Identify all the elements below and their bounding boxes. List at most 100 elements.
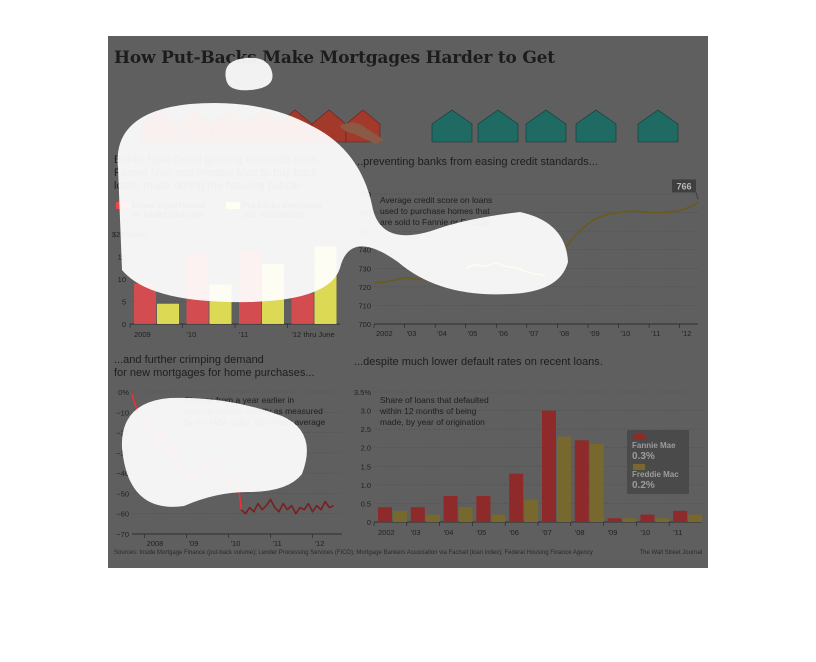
p3-x-tick: 2008 [147, 539, 164, 548]
legend-value-freddie: 0.2% [632, 480, 655, 491]
p2-x-tick: '08 [559, 329, 569, 338]
red-house [141, 109, 177, 143]
red-house [245, 109, 281, 143]
p4-note: Share of loans that defaulted within 12 … [380, 395, 489, 427]
p4-y-tick: 1.5 [361, 462, 371, 471]
p3-x-tick: '12 [315, 539, 325, 548]
p3-y-tick: −30 [116, 449, 129, 458]
p2-series-line [373, 200, 699, 284]
teal-house [637, 109, 679, 143]
p1-y-tick: $20 billion [112, 230, 146, 239]
p2-callout-box [672, 179, 696, 193]
legend-swatch-repurchased [116, 202, 130, 209]
p2-line-chart: 770 760 750 740 730 720 710 700 2002 '03 '04 '05 '06… [358, 179, 699, 338]
p2-x-tick: '10 [621, 329, 631, 338]
p2-y-tick: 770 [358, 190, 371, 199]
p4-x-tick: '05 [476, 528, 486, 537]
bar-freddie [622, 518, 637, 522]
p2-callout-pointer [695, 192, 699, 200]
p2-y-tick: 730 [358, 264, 371, 273]
bar-freddie [524, 499, 539, 522]
p3-x-tick: '09 [189, 539, 199, 548]
bar-putbacks [262, 264, 284, 324]
bar-repurchased [239, 252, 261, 324]
bar-freddie [688, 514, 703, 522]
legend-swatch-freddie [633, 464, 645, 470]
p3-title: ...and further crimping demand for new m… [114, 354, 315, 379]
bar-freddie [425, 514, 440, 522]
p1-title: Banks have faced growing demands from Fa… [114, 154, 318, 192]
p2-x-tick: '06 [498, 329, 508, 338]
bar-fannie [509, 473, 524, 522]
bar-freddie [655, 518, 670, 522]
p3-y-tick: −10 [116, 408, 129, 417]
p4-y-tick: 0.5 [361, 499, 371, 508]
p3-line-chart: 0% −10 −20 −30 −40 −50 −60 −70 2008 '09 '10 '11 '12 [116, 388, 342, 548]
p4-bar-chart: 3.5% 3.0 2.5 2.0 1.5 1.0 0.5 0 2002 '03 '04 '05 '06 '… [354, 388, 703, 537]
p3-y-tick: −50 [116, 489, 129, 498]
p4-y-tick: 2.5 [361, 425, 371, 434]
bar-fannie [443, 496, 458, 522]
red-house [177, 109, 213, 143]
legend-swatch-putbacks [226, 202, 240, 209]
p2-x-tick: '12 [682, 329, 692, 338]
p2-title: ...preventing banks from easing credit s… [354, 156, 598, 168]
p1-x-tick: '10 [187, 330, 197, 339]
bar-putbacks [157, 303, 179, 324]
p3-x-tick: '10 [231, 539, 241, 548]
p2-x-tick: '07 [529, 329, 539, 338]
p4-y-tick: 0 [367, 518, 371, 527]
p2-x-tick: '11 [651, 329, 660, 338]
p1-y-tick: 0 [122, 320, 126, 329]
p4-x-tick: '07 [542, 528, 552, 537]
p2-highlight-line [465, 261, 546, 277]
p3-highlight-line [131, 393, 242, 510]
p2-x-tick: '03 [407, 329, 417, 338]
p2-callout-value: 766 [676, 181, 691, 191]
legend-label-repurchased: Loans repurchased by banks each year [132, 201, 206, 219]
p3-y-tick: −60 [116, 510, 129, 519]
bar-freddie [557, 436, 571, 522]
bar-fannie [607, 518, 622, 522]
bar-freddie [393, 510, 407, 522]
p3-series-line [131, 393, 334, 515]
p2-y-tick: 720 [358, 283, 371, 292]
bar-fannie [476, 496, 491, 522]
p1-x-tick: 2009 [134, 330, 151, 339]
p2-y-tick: 760 [358, 209, 371, 218]
p1-x-tick: '12 thru June [292, 330, 335, 339]
p3-x-tick: '11 [273, 539, 282, 548]
p4-x-tick: '10 [640, 528, 650, 537]
p4-x-tick: '11 [673, 528, 682, 537]
p4-legend-box: Fannie Mae 0.3% Freddie Mac 0.2% [627, 430, 689, 494]
p1-y-tick: 5 [122, 298, 126, 307]
teal-house [575, 109, 617, 143]
bar-fannie [542, 410, 556, 522]
p3-y-tick: 0% [118, 388, 129, 397]
bar-fannie [574, 440, 589, 522]
p2-x-tick: 2002 [376, 329, 393, 338]
p1-bar-chart: $20 billion 15 10 5 0 2009 '10 '11 '12 thru June [112, 230, 340, 339]
house-illustration [141, 109, 679, 144]
p1-y-tick: 15 [118, 253, 126, 262]
bar-fannie [673, 510, 688, 522]
p2-y-tick: 750 [358, 227, 371, 236]
legend-label-fannie: Fannie Mae [632, 441, 676, 450]
bar-repurchased [291, 293, 314, 324]
red-house [211, 109, 247, 143]
p3-y-tick: −40 [116, 469, 129, 478]
teal-house [431, 109, 473, 143]
legend-value-fannie: 0.3% [632, 451, 655, 462]
bar-putbacks [314, 246, 337, 324]
infographic-panel: How Put-Backs Make Mortgages Harder to G… [108, 36, 708, 568]
bar-fannie [410, 507, 425, 522]
p4-x-tick: '08 [575, 528, 585, 537]
p1-y-tick: 10 [118, 275, 126, 284]
p4-y-tick: 3.0 [361, 407, 371, 416]
source-note: Sources: Inside Mortgage Finance (put-ba… [114, 550, 593, 556]
p4-y-tick: 3.5% [354, 388, 371, 397]
p3-y-tick: −70 [116, 530, 129, 539]
teal-house [525, 109, 567, 143]
p4-x-tick: '09 [608, 528, 618, 537]
bar-fannie [640, 514, 655, 522]
